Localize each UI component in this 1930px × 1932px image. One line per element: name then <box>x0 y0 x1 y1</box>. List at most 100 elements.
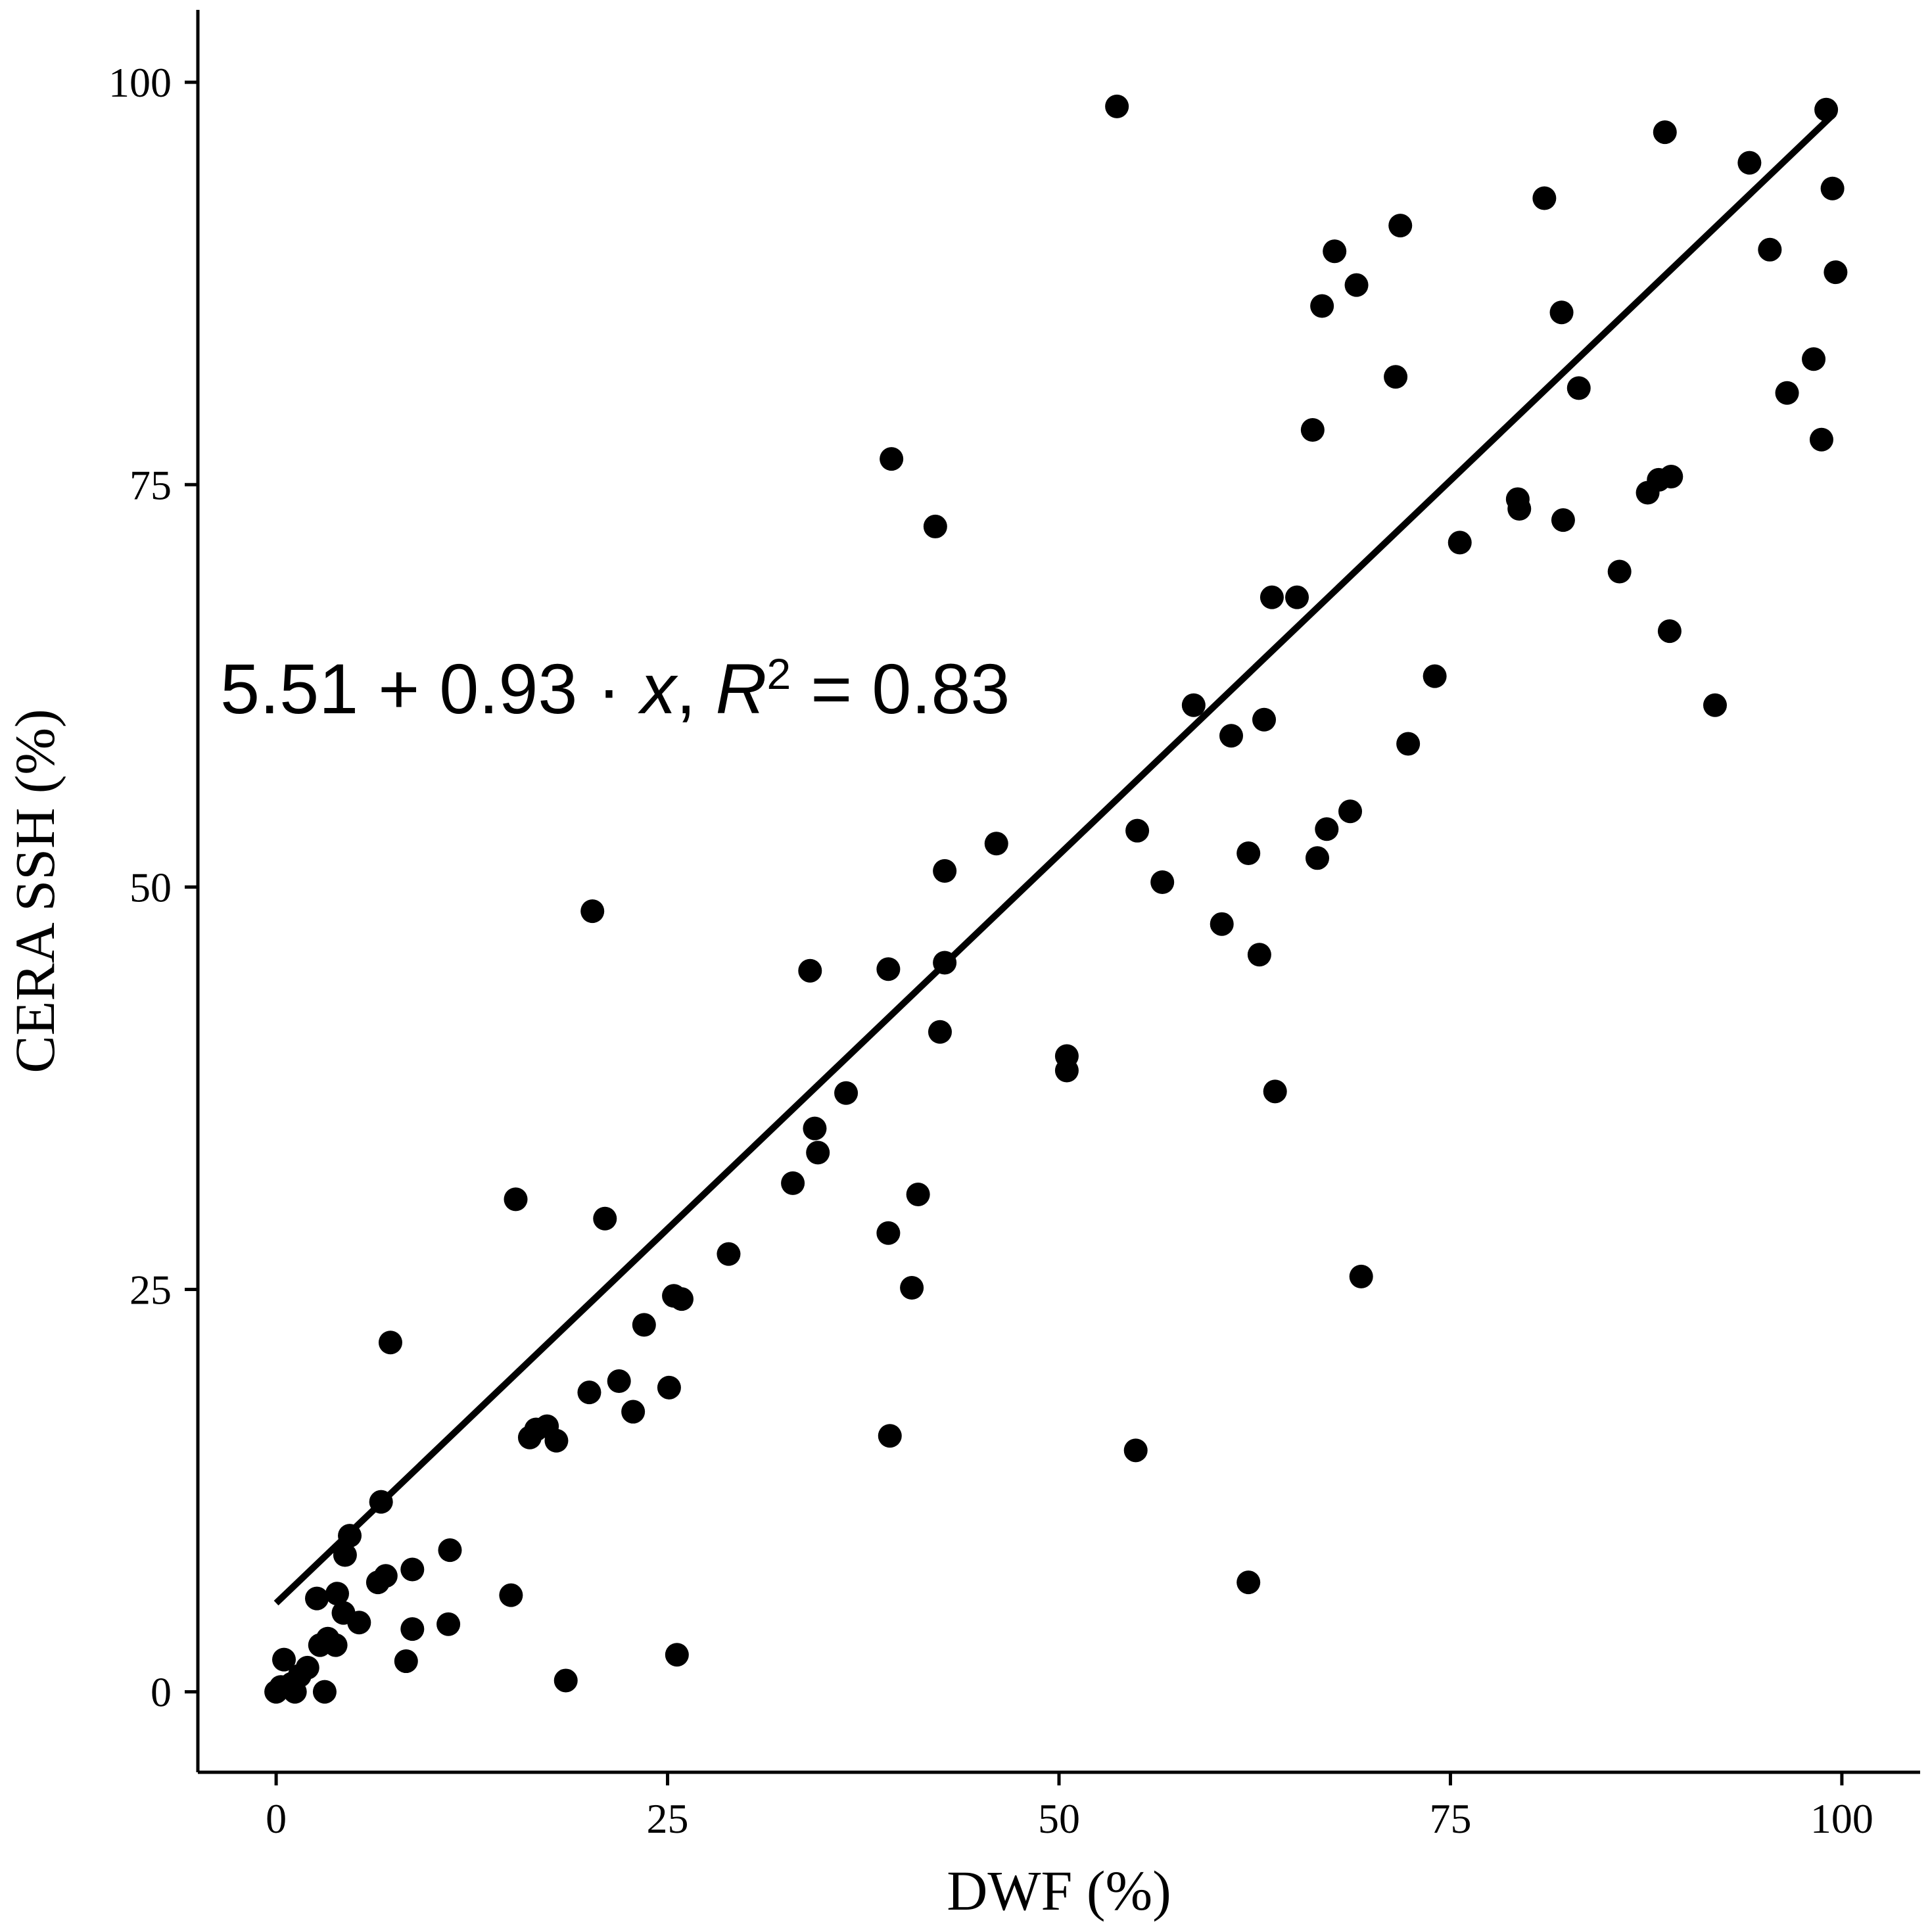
data-point <box>553 1668 578 1693</box>
data-point <box>834 1081 859 1105</box>
data-point <box>544 1428 569 1453</box>
data-point <box>305 1586 329 1611</box>
data-point <box>577 1380 601 1405</box>
data-point <box>1263 1079 1287 1104</box>
data-point <box>1219 724 1243 748</box>
data-point <box>1758 237 1782 262</box>
r-squared-symbol: R <box>715 649 766 728</box>
data-point <box>607 1369 631 1394</box>
data-point <box>1532 186 1557 210</box>
data-point <box>798 958 822 983</box>
data-point <box>373 1564 398 1588</box>
regression-line <box>273 111 1837 1606</box>
data-point <box>1507 497 1532 521</box>
y-tick-label: 25 <box>129 1266 172 1313</box>
data-point <box>1054 1044 1079 1068</box>
data-point <box>717 1242 741 1266</box>
data-point <box>1338 799 1363 824</box>
data-point <box>1653 120 1677 145</box>
data-point <box>400 1557 425 1582</box>
x-tick-label: 50 <box>1038 1795 1080 1842</box>
equation-variable: x <box>637 649 678 728</box>
data-point <box>394 1649 418 1674</box>
data-point <box>923 514 947 538</box>
data-point <box>1236 841 1261 865</box>
data-point <box>803 1116 827 1141</box>
data-point <box>1323 239 1347 264</box>
data-point <box>1802 347 1826 371</box>
data-point <box>878 1424 902 1448</box>
data-point <box>499 1583 523 1607</box>
data-point <box>1659 465 1683 489</box>
y-tick-label: 75 <box>129 461 172 508</box>
data-point <box>1285 585 1309 609</box>
data-point <box>1551 508 1575 532</box>
data-point <box>1306 846 1329 870</box>
data-point <box>323 1633 348 1657</box>
data-point <box>1105 94 1129 118</box>
data-point <box>933 859 957 883</box>
data-point <box>378 1331 402 1355</box>
r-squared-value: = 0.83 <box>791 649 1010 728</box>
data-point <box>1775 381 1799 405</box>
data-point <box>325 1582 349 1606</box>
data-point <box>593 1206 617 1231</box>
data-point <box>876 957 901 981</box>
x-tick-label: 75 <box>1429 1795 1471 1842</box>
x-tick-label: 100 <box>1810 1795 1873 1842</box>
data-point <box>400 1617 425 1641</box>
data-point <box>1824 260 1848 285</box>
data-point <box>1809 427 1833 452</box>
data-point <box>1388 214 1413 238</box>
data-point <box>632 1313 656 1337</box>
regression-equation: 5.51 + 0.93 · x, R2 = 0.83 <box>220 649 1010 728</box>
data-point <box>1549 300 1574 325</box>
y-axis-title: CERA SSH (%) <box>3 709 66 1073</box>
data-point <box>1181 693 1206 717</box>
data-point <box>1448 530 1472 555</box>
data-point <box>984 832 1008 856</box>
data-point <box>1423 664 1447 688</box>
x-tick-label: 25 <box>647 1795 689 1842</box>
data-point <box>436 1612 461 1636</box>
data-point <box>1396 732 1421 756</box>
data-point <box>312 1680 337 1704</box>
data-point <box>1150 870 1175 895</box>
data-point <box>1300 418 1325 442</box>
equation-prefix: 5.51 + 0.93 · <box>220 649 640 728</box>
x-axis-ticks: 0 25 50 75 100 <box>266 1772 1873 1842</box>
data-point <box>781 1171 805 1195</box>
y-tick-label: 50 <box>129 864 172 910</box>
data-point <box>1210 912 1234 936</box>
data-point <box>1259 585 1284 609</box>
data-point <box>669 1287 694 1311</box>
data-point <box>806 1141 830 1165</box>
data-point <box>1315 817 1339 841</box>
x-tick-label: 0 <box>266 1795 287 1842</box>
data-point <box>295 1655 319 1680</box>
data-point <box>1125 818 1150 843</box>
data-point <box>928 1020 952 1044</box>
data-point <box>1349 1264 1373 1288</box>
data-point <box>1252 707 1277 732</box>
data-point <box>1344 273 1369 297</box>
y-tick-label: 100 <box>108 59 172 106</box>
data-point <box>1384 365 1408 389</box>
y-axis-ticks: 0 25 50 75 100 <box>108 59 198 1716</box>
data-point <box>665 1643 689 1667</box>
data-point <box>347 1611 371 1635</box>
data-point <box>876 1221 901 1245</box>
data-point <box>1310 294 1334 318</box>
data-points <box>264 94 1848 1704</box>
data-point <box>906 1183 930 1207</box>
data-point <box>1247 943 1271 967</box>
data-point <box>900 1276 924 1300</box>
data-point <box>1566 376 1591 400</box>
data-point <box>1607 559 1632 584</box>
r-squared-exponent: 2 <box>766 649 791 698</box>
data-point <box>1657 619 1682 644</box>
data-point <box>580 899 605 924</box>
data-point <box>1737 151 1762 175</box>
data-point <box>621 1400 646 1424</box>
